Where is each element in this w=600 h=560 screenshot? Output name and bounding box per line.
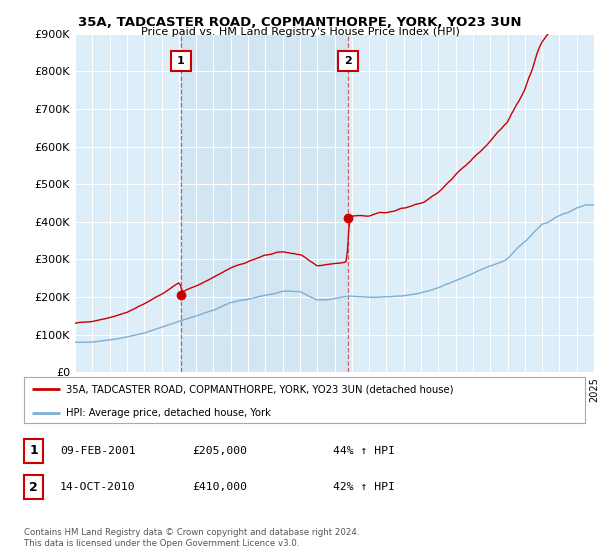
Text: Contains HM Land Registry data © Crown copyright and database right 2024.
This d: Contains HM Land Registry data © Crown c… [24, 528, 359, 548]
Text: 42% ↑ HPI: 42% ↑ HPI [333, 482, 395, 492]
Bar [181, 34, 348, 372]
Text: 35A, TADCASTER ROAD, COPMANTHORPE, YORK, YO23 3UN (detached house): 35A, TADCASTER ROAD, COPMANTHORPE, YORK,… [66, 384, 454, 394]
Text: 44% ↑ HPI: 44% ↑ HPI [333, 446, 395, 456]
Text: 1: 1 [29, 444, 38, 458]
Text: 14-OCT-2010: 14-OCT-2010 [60, 482, 136, 492]
Text: 1: 1 [177, 55, 185, 66]
Text: 35A, TADCASTER ROAD, COPMANTHORPE, YORK, YO23 3UN: 35A, TADCASTER ROAD, COPMANTHORPE, YORK,… [78, 16, 522, 29]
Text: £205,000: £205,000 [192, 446, 247, 456]
Text: £410,000: £410,000 [192, 482, 247, 492]
Text: 2: 2 [29, 480, 38, 494]
Text: Price paid vs. HM Land Registry's House Price Index (HPI): Price paid vs. HM Land Registry's House … [140, 27, 460, 37]
Text: 2: 2 [344, 55, 352, 66]
Text: 09-FEB-2001: 09-FEB-2001 [60, 446, 136, 456]
Text: HPI: Average price, detached house, York: HPI: Average price, detached house, York [66, 408, 271, 418]
